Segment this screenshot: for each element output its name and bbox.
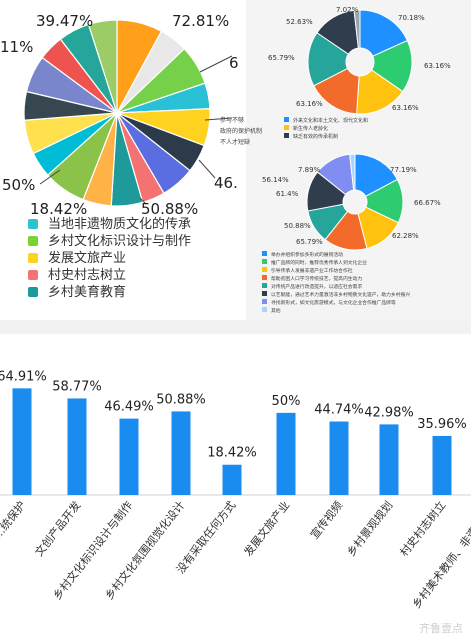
pie2-slice xyxy=(353,9,361,49)
bar-data-label: 50% xyxy=(272,394,301,409)
pie2-slice xyxy=(307,32,350,87)
bar xyxy=(67,398,87,495)
bar xyxy=(12,388,32,495)
bar-data-label: 18.42% xyxy=(207,446,257,461)
bar-category-label: 发展文旅产业 xyxy=(241,498,293,559)
bar-category-label: 文创产品开发 xyxy=(32,498,84,559)
pie2-data-label: 7.02% xyxy=(336,6,359,14)
pie3-legend-swatch xyxy=(262,283,267,288)
pie1-legend-swatch xyxy=(28,236,38,246)
pie1-data-label: 72.81% xyxy=(172,12,229,30)
bar-category-label: 村史村志树立 xyxy=(397,498,449,559)
pie2-data-label: 63.16% xyxy=(392,104,419,112)
bar-data-label: 64.91% xyxy=(0,369,47,384)
pie3-data-label: 61.4% xyxy=(276,190,299,198)
pie3-legend-label: 帮助贫困人口学习传统技艺，提高内生动力 xyxy=(271,275,362,282)
pie1-data-label: 39.47% xyxy=(36,12,93,30)
pie1-data-label: 46. xyxy=(214,174,238,192)
bar-data-label: 42.98% xyxy=(364,405,414,420)
pie3-data-label: 65.79% xyxy=(296,238,323,246)
pie3-legend-swatch xyxy=(262,275,267,280)
pie1-data-label: 50% xyxy=(2,176,35,194)
pie3-legend-swatch xyxy=(262,267,267,272)
pie3-legend-swatch xyxy=(262,251,267,256)
panel-gap xyxy=(0,320,471,334)
bar-data-label: 35.96% xyxy=(417,417,467,432)
pie2-data-label: 52.63% xyxy=(286,18,313,26)
pie1-legend-swatch xyxy=(28,253,38,263)
pie1-legend-swatch xyxy=(28,270,38,280)
bar xyxy=(276,412,296,495)
pie1-leader-line xyxy=(199,55,233,73)
pie3-data-label: 66.67% xyxy=(414,199,441,207)
pie3-legend-swatch xyxy=(262,299,267,304)
pie1-slice xyxy=(87,19,118,114)
bar-category-label: 宣传视频 xyxy=(307,498,345,541)
bar-data-label: 58.77% xyxy=(52,379,102,394)
bar-category-label: …统保护 xyxy=(0,498,28,541)
pie1-legend-label: 发展文旅产业 xyxy=(48,250,126,266)
pie3-data-label: 56.14% xyxy=(262,176,289,184)
pie3-legend-label: 寻找新形式，如文化旅游模式，与文化企业合作推广品牌等 xyxy=(271,299,396,306)
pie1-leader-line xyxy=(39,169,61,185)
pie3-legend-label: 举办并组织参加多形式的展销活动 xyxy=(271,251,343,258)
pie2-legend-label: 新生传人老龄化 xyxy=(293,125,328,132)
pie2-data-label: 70.18% xyxy=(398,14,425,22)
pie1-data-label: 11% xyxy=(0,38,33,56)
bar xyxy=(329,421,349,495)
pie1-data-label: 50.88% xyxy=(141,200,198,218)
bar-data-label: 50.88% xyxy=(156,392,206,407)
pie2-legend-label: 缺乏有效的传承机制 xyxy=(293,133,338,140)
pie2-legend-swatch xyxy=(284,117,289,122)
pie1-leader-line xyxy=(139,197,147,205)
bar-data-label: 44.74% xyxy=(314,402,364,417)
bar xyxy=(171,411,191,495)
pie1-leader-line xyxy=(204,117,233,121)
pie3-data-label: 77.19% xyxy=(390,166,417,174)
pie1-side-note: 参与不够 xyxy=(220,116,244,124)
pie3-slice xyxy=(349,153,356,191)
bar xyxy=(222,464,242,495)
pie3-data-label: 7.89% xyxy=(298,166,321,174)
pie3-legend-label: 以艺赋能，通过艺术力量激活非乡村物质文化遗产，助力乡村振兴 xyxy=(271,291,410,298)
pie3-data-label: 62.28% xyxy=(392,232,419,240)
pie2-legend-label: 外来文化和本土文化、现代文化和 xyxy=(293,117,368,124)
pie3-legend-label: 推广品牌的同时，推荐优秀传承人到文化企业 xyxy=(271,259,367,266)
bar-category-label: 乡村景观规划 xyxy=(344,498,396,559)
bar-data-label: 46.49% xyxy=(104,400,154,415)
watermark: 齐鲁壹点 xyxy=(419,622,463,635)
pie1-legend-swatch xyxy=(28,219,38,229)
pie1-legend-label: 乡村美育教育 xyxy=(48,284,126,300)
pie2-data-label: 63.16% xyxy=(424,62,451,70)
pie1-legend-label: 乡村文化标识设计与制作 xyxy=(48,234,191,249)
pie1-legend-label: 当地非遗物质文化的传承 xyxy=(48,216,191,232)
pie1-legend-label: 村史村志树立 xyxy=(48,268,126,283)
pie1-data-label: 6 xyxy=(229,54,239,72)
pie2-data-label: 63.16% xyxy=(296,100,323,108)
pie1-legend-swatch xyxy=(28,287,38,297)
pie1-leader-line xyxy=(198,159,216,179)
bar xyxy=(432,435,452,495)
pie3-legend-swatch xyxy=(262,291,267,296)
pie1-side-note: 政府的保护机制 xyxy=(220,127,262,135)
pie1-data-label: 18.42% xyxy=(30,200,87,218)
pie2-legend-swatch xyxy=(284,133,289,138)
pie3-legend-label: 其他 xyxy=(271,307,281,314)
bar xyxy=(379,424,399,495)
pie3-legend-label: 引导传承人发展非遗产业工作坊合作社 xyxy=(271,267,353,274)
pie3-legend-swatch xyxy=(262,259,267,264)
pie1-side-note: 不人才短缺 xyxy=(220,138,250,146)
pie3-legend-swatch xyxy=(262,307,267,312)
pie3-data-label: 50.88% xyxy=(284,222,311,230)
pie2-data-label: 65.79% xyxy=(268,54,295,62)
pie3-legend-label: 对传统产品进行改造提升，以适应社会需求 xyxy=(271,283,362,290)
bar xyxy=(119,418,139,495)
pie2-legend-swatch xyxy=(284,125,289,130)
